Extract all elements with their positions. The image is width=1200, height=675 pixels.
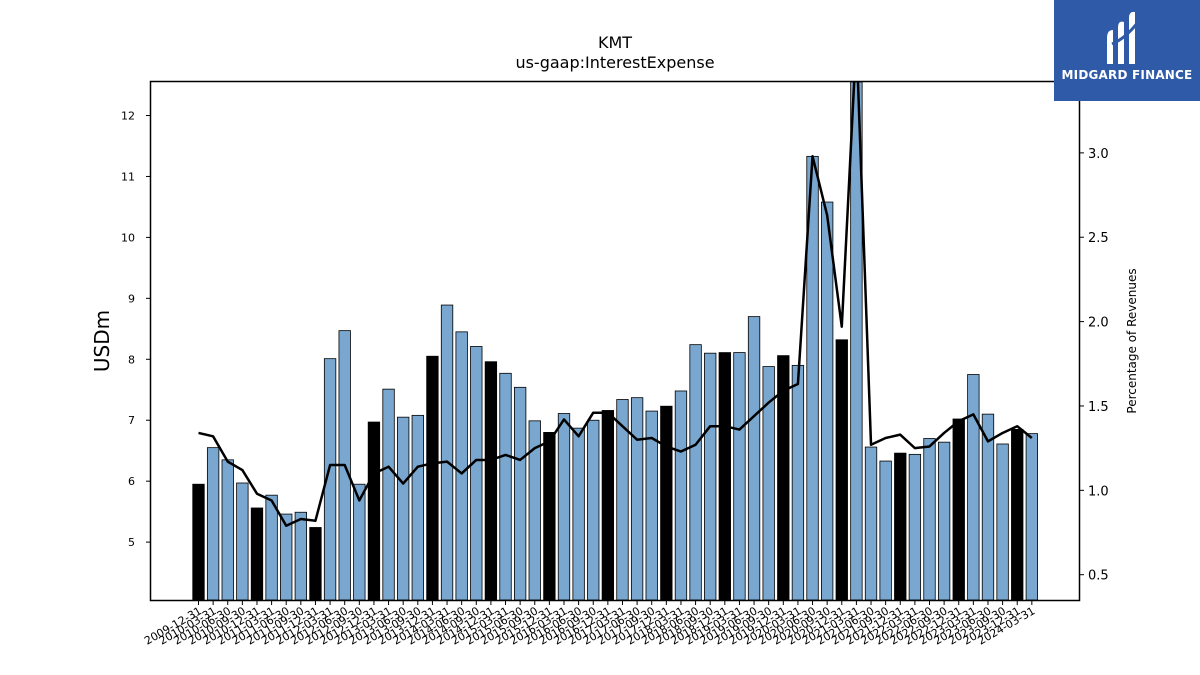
bar-2011-03-31 xyxy=(265,494,278,601)
y-axis-label: USDm xyxy=(90,310,114,372)
y-tick-label: 8 xyxy=(128,353,135,366)
bar-2016-09-30 xyxy=(587,419,600,601)
bar-2021-12-31 xyxy=(894,452,907,601)
bar-2020-12-31 xyxy=(835,339,848,601)
bar-2017-06-30 xyxy=(630,397,644,601)
bar-2009-12-31 xyxy=(192,483,205,601)
bar-2022-09-30 xyxy=(937,441,951,601)
y2-tick-label: 1.0 xyxy=(1088,484,1109,499)
bar-2016-12-31 xyxy=(601,410,615,601)
bar-2019-03-31 xyxy=(733,352,746,601)
chart-subtitle: us-gaap:InterestExpense xyxy=(515,53,714,72)
bar-2016-03-31 xyxy=(557,413,571,601)
y2-axis-label: Percentage of Revenues xyxy=(1125,268,1139,413)
bar-2018-09-30 xyxy=(704,352,717,601)
bar-2010-03-31 xyxy=(206,447,220,601)
bar-2021-06-30 xyxy=(864,446,878,601)
plot-frame xyxy=(149,80,1081,602)
bar-2011-12-31 xyxy=(309,527,322,601)
bar-2010-09-30 xyxy=(236,482,249,601)
y-tick-label: 6 xyxy=(128,475,135,488)
bar-2013-06-30 xyxy=(397,416,410,601)
bar-2018-12-31 xyxy=(718,352,731,601)
bar-2013-09-30 xyxy=(411,414,424,601)
bar-2022-03-31 xyxy=(908,453,922,601)
bar-2018-06-30 xyxy=(689,344,702,601)
x-axis: 2009-12-312010-03-312010-06-302010-09-30… xyxy=(142,600,1037,648)
bar-2010-06-30 xyxy=(221,459,234,601)
logo-text: MIDGARD FINANCE xyxy=(1061,68,1193,82)
bar-2022-12-31 xyxy=(952,418,965,601)
y2-tick-label: 2.0 xyxy=(1088,316,1109,331)
y-axis-right: 0.5 1.0 1.5 2.0 2.5 3.0 xyxy=(1079,147,1109,584)
y-tick-label: 11 xyxy=(121,170,135,183)
bar-2013-03-31 xyxy=(382,388,395,601)
bar-2014-09-30 xyxy=(470,346,483,601)
bar-2018-03-31 xyxy=(674,390,688,601)
bar-2023-12-31 xyxy=(1011,428,1024,601)
bar-2014-06-30 xyxy=(455,331,468,601)
bar-2011-09-30 xyxy=(294,511,307,601)
midgard-logo-icon xyxy=(1107,11,1140,65)
chart-title: KMT xyxy=(598,33,632,52)
bar-2016-06-30 xyxy=(572,427,585,601)
y2-tick-label: 3.0 xyxy=(1088,147,1109,162)
bar-2015-03-31 xyxy=(499,372,512,601)
bars-layer xyxy=(192,81,1038,601)
bar-2013-12-31 xyxy=(426,355,439,601)
bar-2024-03-31 xyxy=(1025,433,1038,601)
bar-2015-12-31 xyxy=(543,432,556,601)
y-tick-label: 12 xyxy=(121,110,135,123)
y-axis-left: 5 6 7 8 9 10 11 12 xyxy=(121,110,151,549)
bar-2010-12-31 xyxy=(250,507,264,601)
bar-2015-06-30 xyxy=(513,386,527,601)
bar-2022-06-30 xyxy=(923,438,936,601)
revenue-percentage-line xyxy=(198,82,1033,528)
bar-2014-03-31 xyxy=(440,304,454,601)
y2-tick-label: 0.5 xyxy=(1088,569,1109,584)
bar-2023-09-30 xyxy=(996,443,1009,601)
y-tick-label: 5 xyxy=(128,536,135,549)
bar-2014-12-31 xyxy=(484,361,498,601)
line-layer xyxy=(198,82,1033,528)
bar-2019-06-30 xyxy=(747,316,761,601)
y-tick-label: 7 xyxy=(128,414,135,427)
logo: MIDGARD FINANCE xyxy=(1054,0,1200,101)
y-tick-label: 9 xyxy=(128,292,135,305)
bar-2021-09-30 xyxy=(879,460,892,601)
bar-2023-03-31 xyxy=(967,374,980,601)
bar-2012-12-31 xyxy=(367,421,381,601)
y-tick-label: 10 xyxy=(121,231,135,244)
y2-tick-label: 2.5 xyxy=(1088,231,1109,246)
bar-2020-03-31 xyxy=(791,364,805,601)
bar-2017-12-31 xyxy=(660,405,673,601)
y2-tick-label: 1.5 xyxy=(1088,400,1109,415)
bar-2020-09-30 xyxy=(821,201,834,601)
